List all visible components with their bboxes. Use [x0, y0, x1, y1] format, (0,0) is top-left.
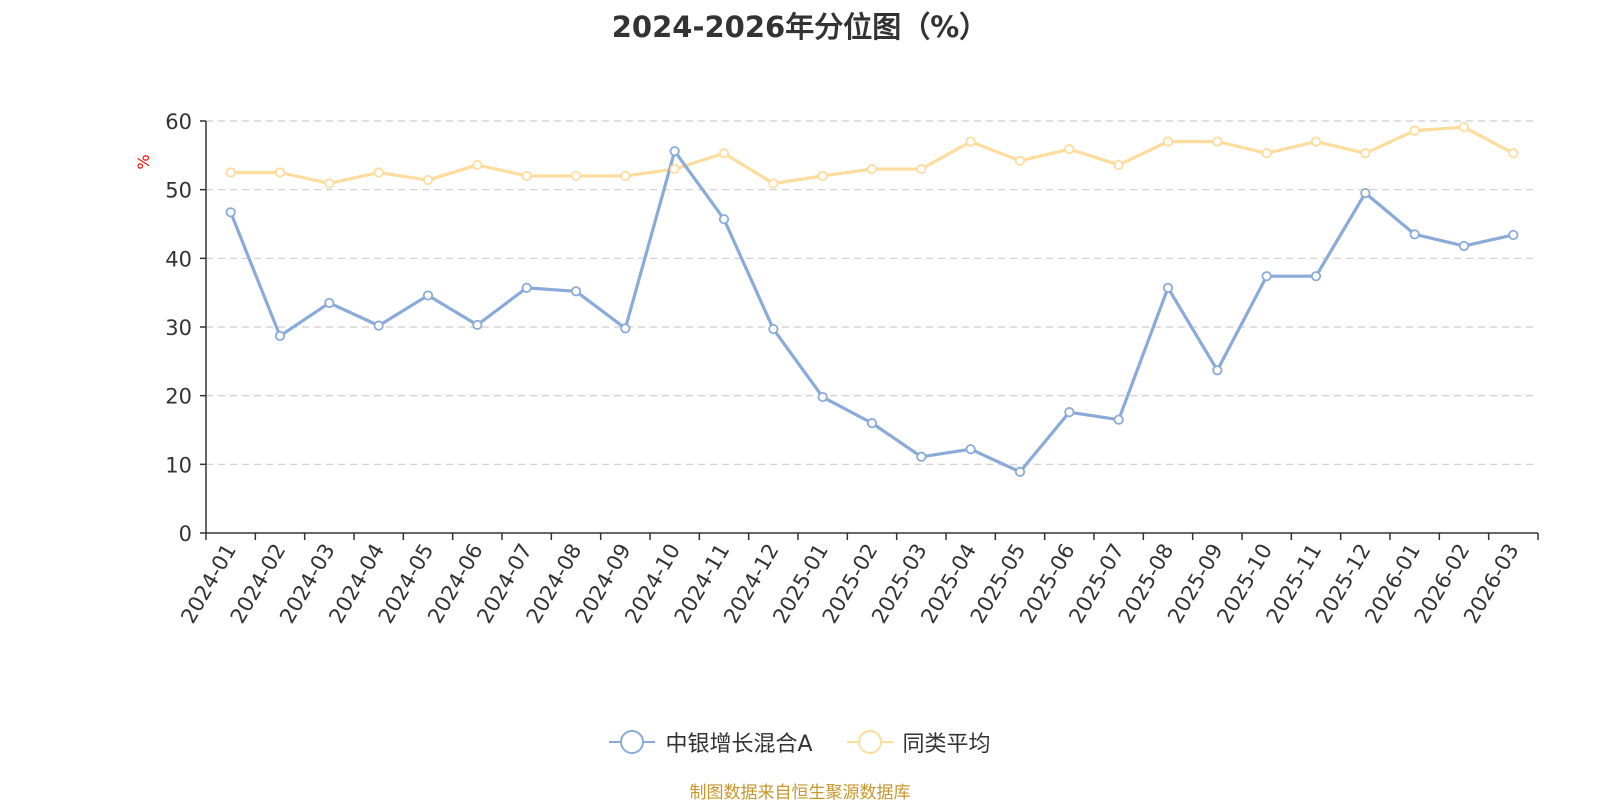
- legend-label-series-1: 中银增长混合A: [665, 732, 813, 757]
- data-point-series-2-2025-03: [916, 163, 927, 175]
- data-point-series-2-2025-06: [1064, 144, 1075, 155]
- data-point-series-1-2025-07: [1113, 414, 1124, 425]
- y-tick-label-30: 30: [165, 316, 192, 340]
- data-point-series-1-2025-02: [866, 418, 878, 429]
- data-point-series-2-2024-02: [274, 167, 286, 178]
- data-point-series-1-2024-06: [472, 319, 483, 331]
- data-point-series-1-2025-10: [1261, 271, 1272, 282]
- data-point-series-2-2025-04: [965, 136, 976, 147]
- data-point-series-2-2024-03: [324, 178, 335, 189]
- y-tick-label-20: 20: [165, 385, 192, 409]
- data-point-series-1-2024-07: [521, 282, 532, 293]
- data-point-series-1-2025-05: [1014, 466, 1026, 477]
- data-point-series-2-2026-02: [1458, 122, 1470, 133]
- data-point-series-1-2024-04: [373, 320, 384, 331]
- y-tick-label-40: 40: [165, 247, 192, 271]
- legend: 中银增长混合A 同类平均: [0, 720, 1600, 764]
- data-point-series-2-2025-12: [1360, 148, 1371, 159]
- data-point-series-2-2026-01: [1409, 125, 1420, 136]
- data-point-series-2-2024-08: [570, 170, 582, 182]
- data-point-series-1-2024-01: [225, 207, 236, 218]
- data-point-series-2-2024-10: [669, 163, 680, 175]
- data-point-series-1-2025-04: [965, 444, 976, 455]
- data-point-series-2-2024-04: [373, 167, 384, 178]
- data-point-series-1-2024-12: [768, 323, 779, 335]
- y-tick-label-0: 0: [179, 522, 192, 546]
- data-point-series-1-2026-01: [1409, 229, 1420, 240]
- data-point-series-2-2025-10: [1261, 148, 1272, 159]
- data-point-series-1-2025-08: [1162, 282, 1174, 293]
- data-point-series-2-2025-07: [1113, 159, 1124, 171]
- series-line-2: [229, 125, 1515, 186]
- data-point-series-1-2024-03: [324, 297, 335, 309]
- data-point-series-1-2024-02: [274, 330, 286, 342]
- source-note: 制图数据来自恒生聚源数据库: [689, 783, 911, 803]
- data-point-series-1-2025-09: [1212, 365, 1223, 376]
- y-axis-label: %: [134, 154, 153, 169]
- data-point-series-1-2025-03: [916, 451, 927, 462]
- legend-item-series-1[interactable]: 中银增长混合A: [609, 726, 813, 758]
- data-point-series-1-2024-09: [620, 323, 631, 334]
- data-point-series-2-2025-01: [817, 170, 828, 182]
- data-point-series-2-2024-06: [472, 159, 483, 171]
- data-point-series-1-2025-01: [817, 391, 828, 403]
- y-tick-label-10: 10: [165, 453, 192, 477]
- legend-label-series-2: 同类平均: [902, 732, 991, 757]
- data-point-series-2-2024-11: [718, 148, 730, 159]
- data-point-series-1-2024-08: [570, 286, 582, 297]
- data-point-series-2-2024-01: [225, 167, 236, 178]
- data-point-series-2-2024-05: [422, 174, 434, 186]
- data-point-series-2-2024-12: [768, 178, 779, 189]
- y-tick-label-50: 50: [165, 179, 192, 203]
- data-point-series-2-2025-02: [866, 163, 878, 175]
- data-point-series-1-2026-02: [1458, 240, 1470, 252]
- legend-marker-series-2: [846, 729, 893, 755]
- data-point-series-1-2024-05: [422, 290, 434, 301]
- legend-item-series-2[interactable]: 同类平均: [846, 726, 991, 758]
- chart-title: 2024-2026年分位图（%）: [611, 10, 989, 44]
- data-point-series-1-2025-12: [1360, 188, 1371, 199]
- data-point-series-1-2025-06: [1064, 407, 1075, 418]
- data-point-series-2-2025-11: [1310, 136, 1322, 147]
- data-point-series-2-2025-09: [1212, 136, 1223, 147]
- data-point-series-1-2024-11: [718, 214, 730, 225]
- legend-marker-series-1: [609, 729, 656, 755]
- data-point-series-2-2025-05: [1014, 155, 1026, 166]
- data-point-series-2-2026-03: [1508, 148, 1519, 159]
- y-tick-label-60: 60: [165, 110, 192, 134]
- data-point-series-2-2025-08: [1162, 136, 1174, 147]
- data-point-series-1-2026-03: [1508, 229, 1519, 241]
- data-point-series-1-2024-10: [669, 146, 680, 157]
- data-point-series-1-2025-11: [1310, 271, 1322, 282]
- data-point-series-2-2024-07: [521, 170, 532, 182]
- data-point-series-2-2024-09: [620, 170, 631, 182]
